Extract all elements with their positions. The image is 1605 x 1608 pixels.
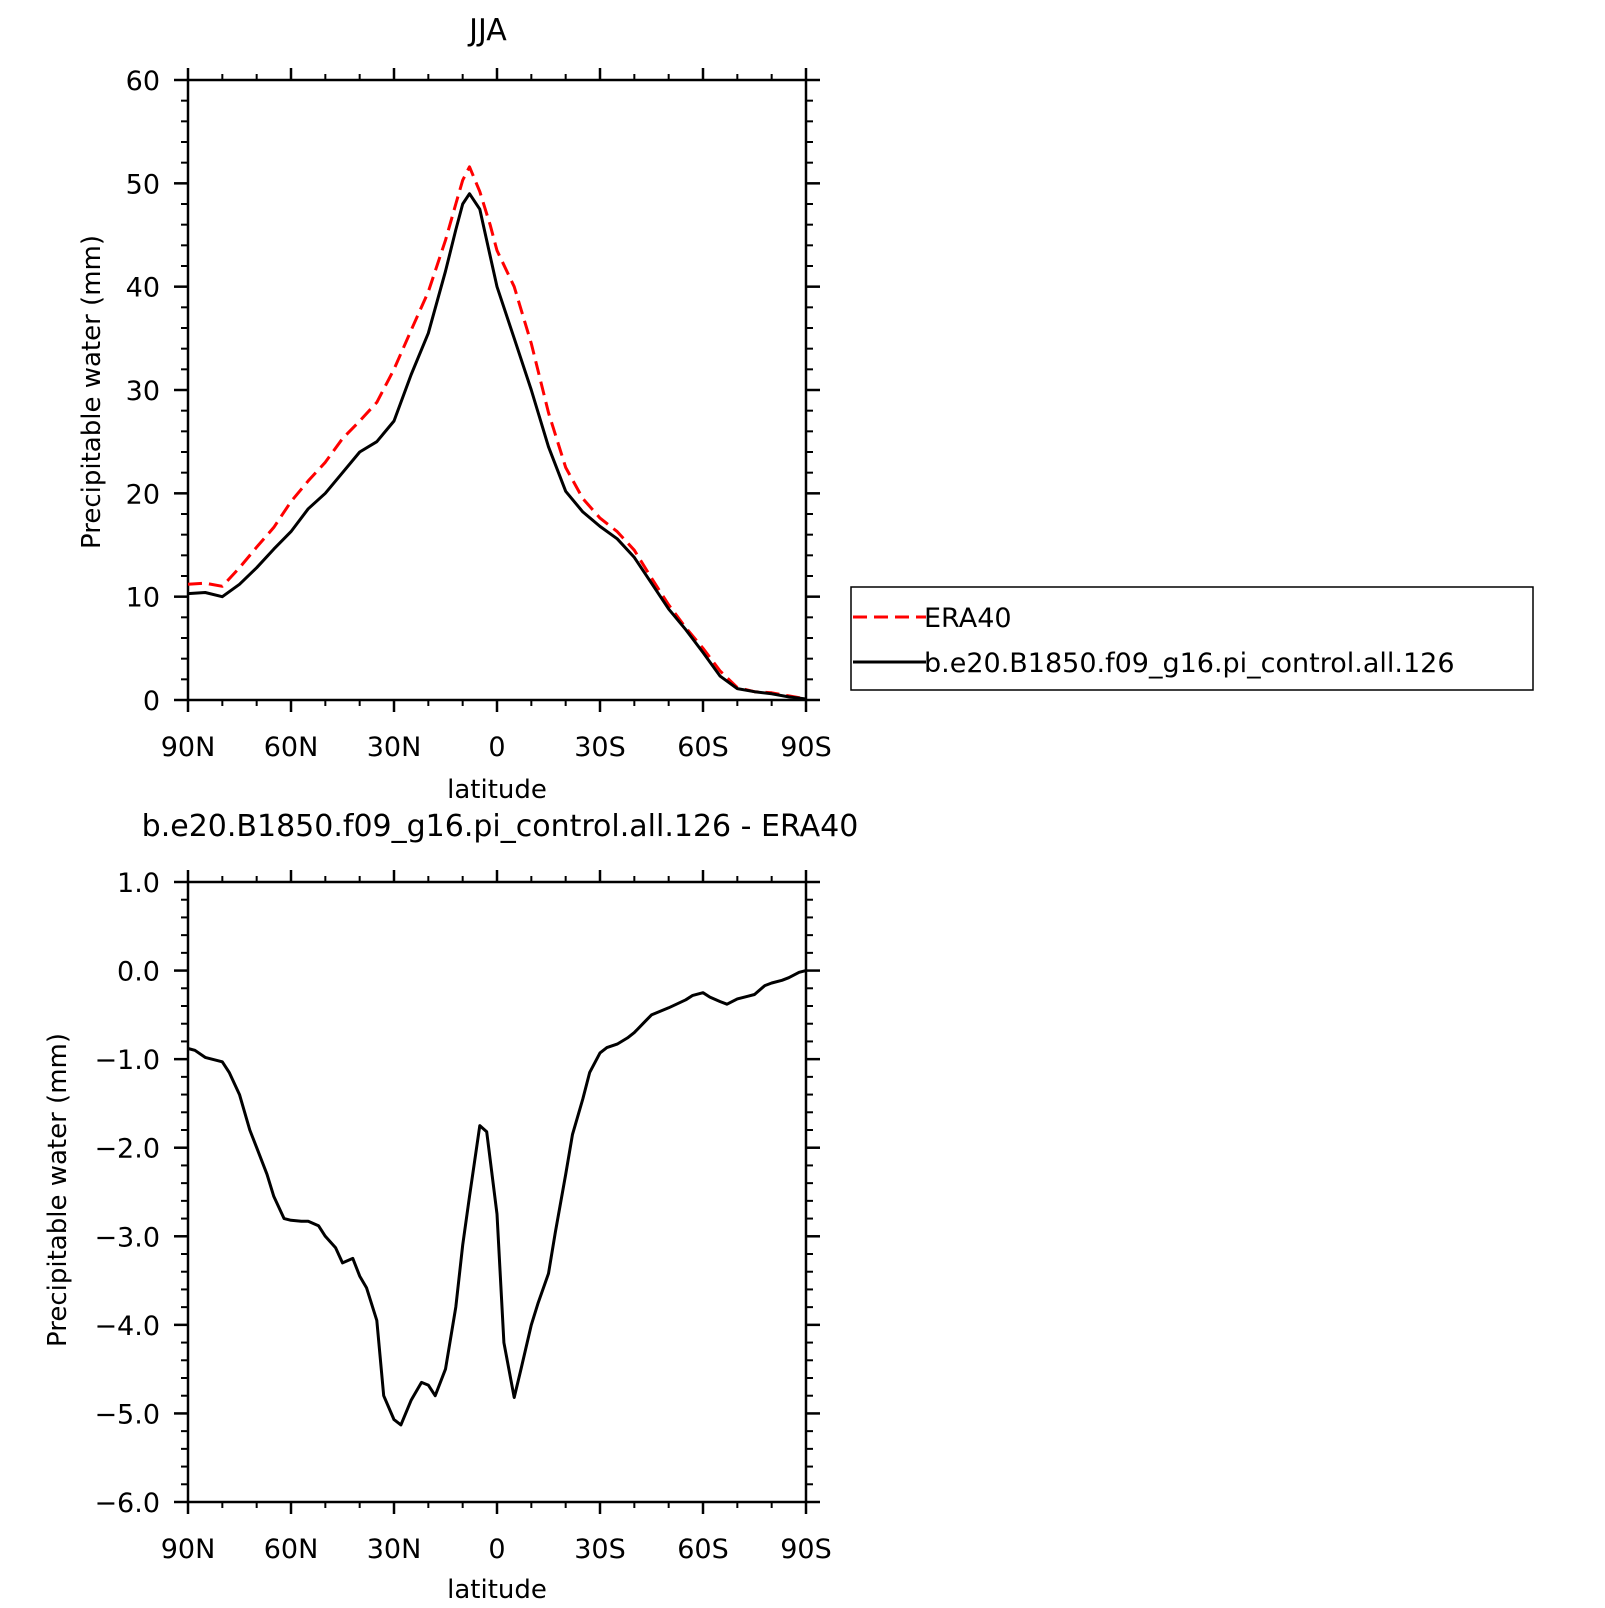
bottom-series-lines bbox=[187, 969, 807, 1427]
bottom-y-tick-label: −2.0 bbox=[94, 1134, 160, 1165]
bottom-x-tick-label: 90S bbox=[780, 1534, 832, 1565]
top-x-tick-label: 90S bbox=[780, 732, 832, 763]
top-plot-frame bbox=[186, 78, 808, 702]
top-x-tick-labels: 90N 60N 30N 0 30S 60S 90S bbox=[161, 732, 832, 763]
top-y-tick-label: 10 bbox=[126, 583, 160, 614]
bottom-panel: b.e20.B1850.f09_g16.pi_control.all.126 -… bbox=[43, 809, 858, 1605]
bottom-y-axis-title: Precipitable water (mm) bbox=[43, 1033, 73, 1347]
bottom-plot-frame bbox=[186, 880, 808, 1504]
legend: ERA40 b.e20.B1850.f09_g16.pi_control.all… bbox=[850, 586, 1534, 691]
bottom-y-tick-labels: 1.0 0.0 −1.0 −2.0 −3.0 −4.0 −5.0 −6.0 bbox=[94, 868, 160, 1519]
bottom-y-tick-label: −1.0 bbox=[94, 1045, 160, 1076]
bottom-y-tick-label: −4.0 bbox=[94, 1311, 160, 1342]
bottom-axis-ticks bbox=[174, 870, 820, 1514]
bottom-x-tick-label: 60S bbox=[677, 1534, 729, 1565]
bottom-x-tick-labels: 90N 60N 30N 0 30S 60S 90S bbox=[161, 1534, 832, 1565]
top-series-lines bbox=[187, 165, 807, 701]
top-panel: JJA 0 10 20 30 40 50 60 90N 60N 30N 0 30S 60S 90S la… bbox=[77, 13, 832, 805]
top-x-tick-label: 90N bbox=[161, 732, 216, 763]
top-x-tick-label: 60S bbox=[677, 732, 729, 763]
bottom-x-tick-label: 90N bbox=[161, 1534, 216, 1565]
bottom-y-tick-label: −5.0 bbox=[94, 1399, 160, 1430]
top-y-axis-title: Precipitable water (mm) bbox=[77, 235, 107, 549]
top-y-tick-label: 30 bbox=[126, 376, 160, 407]
legend-label-model: b.e20.B1850.f09_g16.pi_control.all.126 bbox=[924, 648, 1455, 679]
top-y-tick-label: 50 bbox=[126, 169, 160, 200]
top-x-tick-label: 60N bbox=[264, 732, 319, 763]
top-y-tick-label: 0 bbox=[143, 686, 160, 717]
bottom-chart-title: b.e20.B1850.f09_g16.pi_control.all.126 -… bbox=[142, 809, 859, 844]
top-y-tick-labels: 0 10 20 30 40 50 60 bbox=[126, 66, 160, 717]
top-series-line-0 bbox=[187, 165, 807, 701]
legend-label-era40: ERA40 bbox=[924, 603, 1012, 634]
top-x-tick-label: 30S bbox=[574, 732, 626, 763]
top-y-tick-label: 60 bbox=[126, 66, 160, 97]
top-y-tick-label: 20 bbox=[126, 479, 160, 510]
top-x-tick-label: 0 bbox=[488, 732, 505, 763]
bottom-x-tick-label: 0 bbox=[488, 1534, 505, 1565]
top-series-line-1 bbox=[187, 192, 807, 701]
bottom-series-line-0 bbox=[187, 969, 807, 1427]
top-chart-title: JJA bbox=[467, 13, 507, 48]
top-axis-ticks bbox=[174, 68, 820, 712]
top-x-axis-title: latitude bbox=[447, 775, 547, 805]
bottom-x-tick-label: 30S bbox=[574, 1534, 626, 1565]
bottom-y-tick-label: 1.0 bbox=[117, 868, 160, 899]
bottom-y-tick-label: 0.0 bbox=[117, 957, 160, 988]
legend-box bbox=[850, 586, 1534, 691]
bottom-x-tick-label: 60N bbox=[264, 1534, 319, 1565]
bottom-x-axis-title: latitude bbox=[447, 1575, 547, 1605]
top-x-tick-label: 30N bbox=[367, 732, 422, 763]
top-y-tick-label: 40 bbox=[126, 273, 160, 304]
bottom-x-tick-label: 30N bbox=[367, 1534, 422, 1565]
bottom-y-tick-label: −3.0 bbox=[94, 1222, 160, 1253]
bottom-y-tick-label: −6.0 bbox=[94, 1488, 160, 1519]
